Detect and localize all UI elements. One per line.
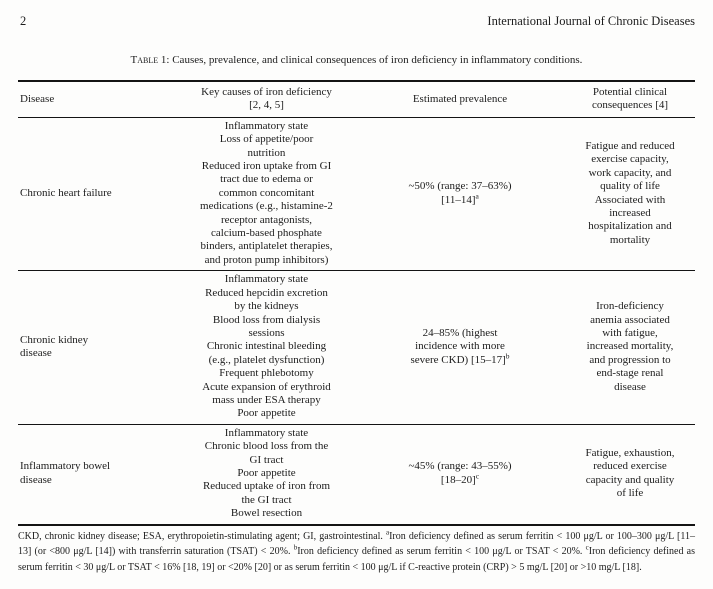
header-disease: Disease bbox=[20, 92, 55, 105]
cell-consequences: Iron-deficiency anemia associated with f… bbox=[586, 300, 674, 393]
footnote-marker-b: b bbox=[293, 544, 298, 553]
table-header-row: Disease Key causes of iron deficiency [2,… bbox=[18, 81, 695, 118]
cell-consequences: Fatigue and reduced exercise capacity, w… bbox=[585, 139, 675, 246]
running-head: 2 International Journal of Chronic Disea… bbox=[18, 14, 695, 29]
footnote-marker: c bbox=[475, 471, 480, 481]
page-number: 2 bbox=[20, 14, 27, 28]
cell-key-causes: Inflammatory state Chronic blood loss fr… bbox=[202, 426, 331, 520]
prevalence-text: ~50% (range: 37–63%) [11–14] bbox=[408, 180, 512, 206]
iron-deficiency-table: Disease Key causes of iron deficiency [2,… bbox=[18, 80, 695, 526]
table-row-chronic-kidney-disease: Chronic kidney disease Inflammatory state… bbox=[18, 271, 695, 425]
cell-disease: Chronic heart failure bbox=[20, 186, 112, 199]
table-row-inflammatory-bowel-disease: Inflammatory bowel disease Inflammatory s… bbox=[18, 424, 695, 525]
footnote-marker: a bbox=[475, 190, 479, 200]
prevalence-text: ~45% (range: 43–55%) [18–20] bbox=[408, 460, 512, 486]
table-caption-text: Causes, prevalence, and clinical consequ… bbox=[172, 54, 583, 66]
cell-estimated-prevalence: ~45% (range: 43–55%) [18–20]c bbox=[375, 424, 545, 524]
cell-estimated-prevalence: ~50% (range: 37–63%) [11–14]a bbox=[375, 117, 545, 270]
footnote-c-text: Iron deficiency defined as serum ferriti… bbox=[18, 546, 695, 574]
cell-key-causes: Inflammatory state Reduced hepcidin excr… bbox=[202, 273, 331, 420]
header-key-causes: Key causes of iron deficiency [2, 4, 5] bbox=[201, 86, 332, 112]
footnote-marker-c: c bbox=[585, 544, 589, 553]
table-footnote: CKD, chronic kidney disease; ESA, erythr… bbox=[18, 529, 695, 576]
journal-title: International Journal of Chronic Disease… bbox=[487, 14, 695, 28]
table-row-chronic-heart-failure: Chronic heart failure Inflammatory state … bbox=[18, 117, 695, 271]
footnote-marker: b bbox=[505, 351, 510, 361]
prevalence-text: 24–85% (highest incidence with more seve… bbox=[410, 326, 506, 366]
table-caption-label: Table 1: bbox=[130, 54, 173, 66]
table-caption: Table 1: Causes, prevalence, and clinica… bbox=[18, 54, 695, 66]
footnote-marker-a: a bbox=[385, 528, 390, 537]
header-estimated-prevalence: Estimated prevalence bbox=[412, 92, 508, 105]
footnote-b-text: Iron deficiency defined as serum ferriti… bbox=[297, 546, 586, 558]
cell-estimated-prevalence: 24–85% (highest incidence with more seve… bbox=[375, 271, 545, 424]
cell-disease: Chronic kidney disease bbox=[20, 333, 89, 360]
footnote-abbreviations: CKD, chronic kidney disease; ESA, erythr… bbox=[18, 530, 386, 542]
footnote-a-text: Iron deficiency defined as serum ferriti… bbox=[18, 530, 695, 558]
cell-key-causes: Inflammatory state Loss of appetite/poor… bbox=[200, 119, 333, 266]
cell-consequences: Fatigue, exhaustion, reduced exercise ca… bbox=[585, 446, 675, 500]
cell-disease: Inflammatory bowel disease bbox=[20, 460, 111, 486]
header-potential-consequences: Potential clinical consequences [4] bbox=[591, 86, 669, 112]
